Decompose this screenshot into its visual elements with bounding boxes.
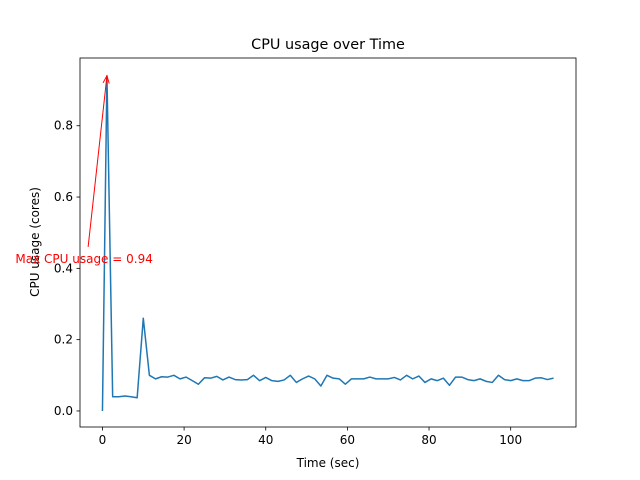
series-line-0 bbox=[101, 75, 554, 411]
y-tick-label: 0.0 bbox=[54, 404, 73, 418]
x-tick-label: 100 bbox=[499, 433, 522, 447]
annotation-arrow-head bbox=[102, 74, 110, 84]
y-tick-label: 0.2 bbox=[54, 333, 73, 347]
axes-frame bbox=[79, 57, 577, 428]
x-tick-label: 0 bbox=[99, 433, 107, 447]
x-tick-label: 20 bbox=[176, 433, 191, 447]
x-axis-ticks: 0 20 40 60 80 100 bbox=[99, 427, 522, 447]
x-axis-label: Time (sec) bbox=[296, 456, 360, 470]
chart-title: CPU usage over Time bbox=[251, 37, 405, 53]
annotation-text: Max CPU usage = 0.94 bbox=[15, 252, 152, 266]
y-tick-label: 0.8 bbox=[54, 119, 73, 133]
x-tick-label: 40 bbox=[258, 433, 273, 447]
y-tick-label: 0.6 bbox=[54, 190, 73, 204]
plot-area bbox=[101, 75, 554, 411]
annotation-arrow-shaft bbox=[87, 75, 108, 248]
y-axis-ticks: 0.0 0.2 0.4 0.6 0.8 bbox=[54, 119, 80, 418]
x-tick-label: 60 bbox=[340, 433, 355, 447]
y-tick-label: 0.4 bbox=[54, 261, 73, 275]
x-tick-label: 80 bbox=[421, 433, 436, 447]
max-annotation: Max CPU usage = 0.94 bbox=[15, 74, 153, 266]
y-axis-label: CPU usage (cores) bbox=[28, 187, 42, 297]
